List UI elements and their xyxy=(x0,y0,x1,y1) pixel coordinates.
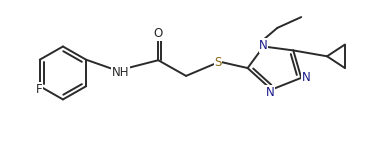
Text: N: N xyxy=(302,71,310,84)
Text: N: N xyxy=(266,86,275,99)
Text: F: F xyxy=(35,83,42,96)
Text: N: N xyxy=(259,39,268,52)
Text: O: O xyxy=(154,27,163,40)
Text: NH: NH xyxy=(112,66,129,80)
Text: S: S xyxy=(214,56,222,69)
